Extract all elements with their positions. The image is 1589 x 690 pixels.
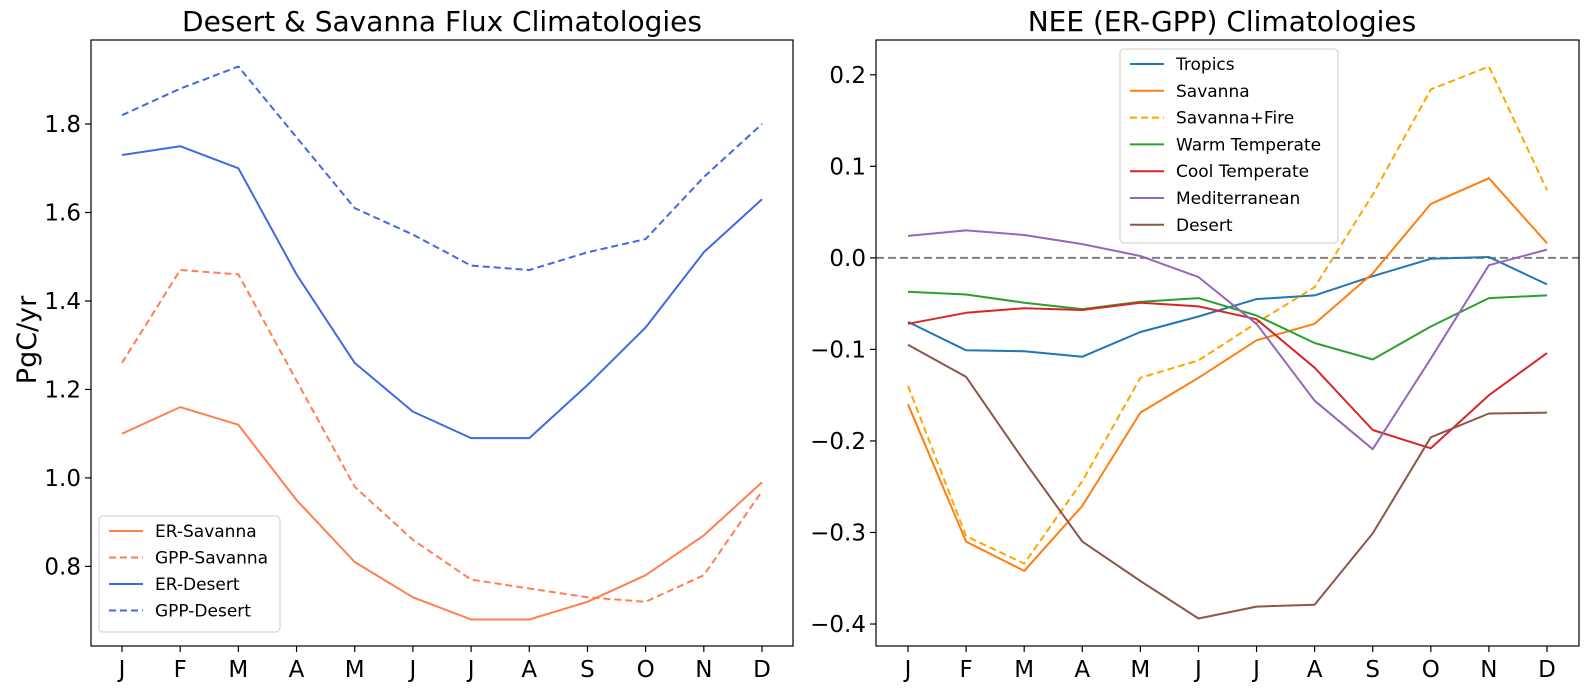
right-y-tick-label: 0.0: [829, 246, 866, 272]
left-x-tick-label: D: [753, 657, 771, 683]
series-line-gpp-savanna: [121, 269, 763, 603]
left-y-tick-label: 1.6: [44, 201, 81, 227]
right-y-tick-label: 0.1: [829, 154, 866, 180]
series-line-gpp-desert: [121, 65, 763, 271]
right-x-tick-label: J: [903, 657, 912, 683]
series-line-savanna-fire: [907, 65, 1548, 565]
right-x-tick-label: A: [1307, 657, 1323, 683]
legend-label-gpp-desert: GPP-Desert: [155, 602, 251, 622]
right-chart-title: NEE (ER-GPP) Climatologies: [1028, 5, 1417, 38]
right-x-tick-label: S: [1365, 657, 1380, 683]
right-y-tick-label: −0.1: [810, 337, 866, 363]
left-y-tick-label: 0.8: [44, 554, 81, 580]
series-line-er-savanna: [121, 406, 763, 621]
legend-label-savanna: Savanna: [1176, 82, 1250, 102]
right-x-tick-label: J: [1251, 657, 1260, 683]
left-chart-ticks: J F M A M J J A S O N D 0.8 1.0 1.2 1.4 1.6 1.8: [44, 112, 770, 683]
right-chart-panel: NEE (ER-GPP) Climatologies J F M A M J J A S O N D −…: [810, 5, 1580, 683]
series-line-er-desert: [121, 145, 763, 440]
left-y-tick-label: 1.2: [44, 377, 81, 403]
left-chart-series: [121, 65, 763, 621]
right-y-tick-label: 0.2: [829, 63, 866, 89]
legend-label-savanna-fire: Savanna+Fire: [1176, 109, 1294, 129]
left-chart-legend: ER-Savanna GPP-Savanna ER-Desert GPP-Desert: [98, 515, 281, 633]
right-x-tick-label: F: [959, 657, 972, 683]
right-x-tick-label: J: [1193, 657, 1202, 683]
left-chart-frame: [90, 39, 794, 647]
right-legend-box: [1119, 48, 1339, 244]
left-chart-panel: Desert & Savanna Flux Climatologies PgC/…: [12, 5, 794, 683]
left-x-tick-label: J: [466, 657, 475, 683]
series-line-mediterranean: [907, 229, 1548, 451]
right-chart-series: [907, 65, 1548, 620]
right-x-tick-label: D: [1538, 657, 1556, 683]
legend-label-warm-temperate: Warm Temperate: [1176, 135, 1321, 155]
right-x-tick-label: O: [1422, 657, 1440, 683]
left-legend-box: [98, 515, 281, 633]
left-y-tick-label: 1.0: [44, 466, 81, 492]
left-x-tick-label: M: [345, 657, 365, 683]
series-line-savanna: [907, 177, 1548, 572]
left-x-tick-label: N: [695, 657, 712, 683]
right-x-tick-label: N: [1480, 657, 1497, 683]
right-y-tick-label: −0.4: [810, 612, 866, 638]
right-y-tick-label: −0.3: [810, 520, 866, 546]
legend-label-desert: Desert: [1176, 216, 1233, 236]
left-x-tick-label: A: [521, 657, 537, 683]
left-x-tick-label: O: [637, 657, 655, 683]
series-line-warm-temperate: [907, 290, 1548, 361]
left-chart-y-axis-label: PgC/yr: [12, 295, 43, 384]
legend-label-er-desert: ER-Desert: [155, 575, 240, 595]
left-x-tick-label: S: [580, 657, 595, 683]
legend-label-mediterranean: Mediterranean: [1176, 189, 1300, 209]
left-x-tick-label: M: [228, 657, 248, 683]
left-x-tick-label: J: [117, 657, 126, 683]
right-x-tick-label: A: [1074, 657, 1090, 683]
right-chart-legend: Tropics Savanna Savanna+Fire Warm Temperate…: [1119, 48, 1339, 244]
legend-label-er-savanna: ER-Savanna: [155, 522, 257, 542]
left-y-tick-label: 1.4: [44, 289, 81, 315]
left-x-tick-label: F: [174, 657, 187, 683]
legend-label-tropics: Tropics: [1175, 55, 1235, 75]
right-chart-frame: [875, 39, 1580, 647]
right-y-tick-label: −0.2: [810, 429, 866, 455]
left-x-tick-label: J: [408, 657, 417, 683]
right-x-tick-label: M: [1014, 657, 1034, 683]
legend-label-gpp-savanna: GPP-Savanna: [155, 549, 268, 569]
right-x-tick-label: M: [1130, 657, 1150, 683]
left-x-tick-label: A: [289, 657, 305, 683]
right-chart-ticks: J F M A M J J A S O N D −0.4 −0.3 −0.2 −0.1 0.0 0.1 0.2: [810, 63, 1556, 683]
series-line-cool-temperate: [907, 301, 1548, 450]
left-chart-title: Desert & Savanna Flux Climatologies: [182, 5, 702, 38]
series-line-desert: [907, 343, 1548, 620]
legend-label-cool-temperate: Cool Temperate: [1176, 162, 1309, 182]
left-y-tick-label: 1.8: [44, 112, 81, 138]
